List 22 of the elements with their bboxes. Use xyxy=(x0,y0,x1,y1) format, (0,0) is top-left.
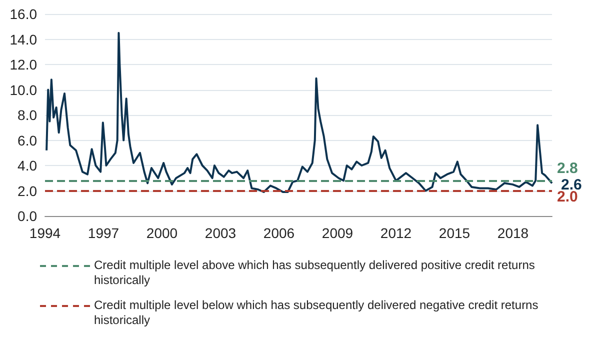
x-tick-label: 2012 xyxy=(380,225,412,241)
y-tick-label: 12.0 xyxy=(10,56,38,72)
y-tick-label: 14.0 xyxy=(10,31,38,48)
y-tick-label: 8.0 xyxy=(18,107,38,123)
y-tick-label: 2.0 xyxy=(18,182,38,199)
x-tick-label: 2015 xyxy=(438,225,470,241)
text: Credit multiple level above which has subsequently delivered positive credit returns historically xyxy=(94,258,536,288)
x-tick-label: 2003 xyxy=(204,225,236,241)
y-tick-label: 4.0 xyxy=(18,158,38,174)
x-tick-label: 1994 xyxy=(29,225,61,241)
y-tick-label: 0.0 xyxy=(18,208,38,224)
y-tick-label: 6.0 xyxy=(18,132,38,148)
y-tick-label: 16.0 xyxy=(10,6,38,22)
y-tick-label: 10.0 xyxy=(10,82,38,98)
x-tick-label: 2009 xyxy=(322,225,354,241)
line-series xyxy=(46,32,553,194)
x-tick-label: 1997 xyxy=(88,225,120,241)
ref-line-label: 2.8 xyxy=(557,160,578,178)
x-tick-label: 2000 xyxy=(146,225,178,241)
x-tick-label: 2018 xyxy=(497,225,529,241)
text: Credit multiple level below which has subsequently delivered negative credit returns historically xyxy=(94,298,540,328)
x-tick-label: 2006 xyxy=(263,225,295,241)
